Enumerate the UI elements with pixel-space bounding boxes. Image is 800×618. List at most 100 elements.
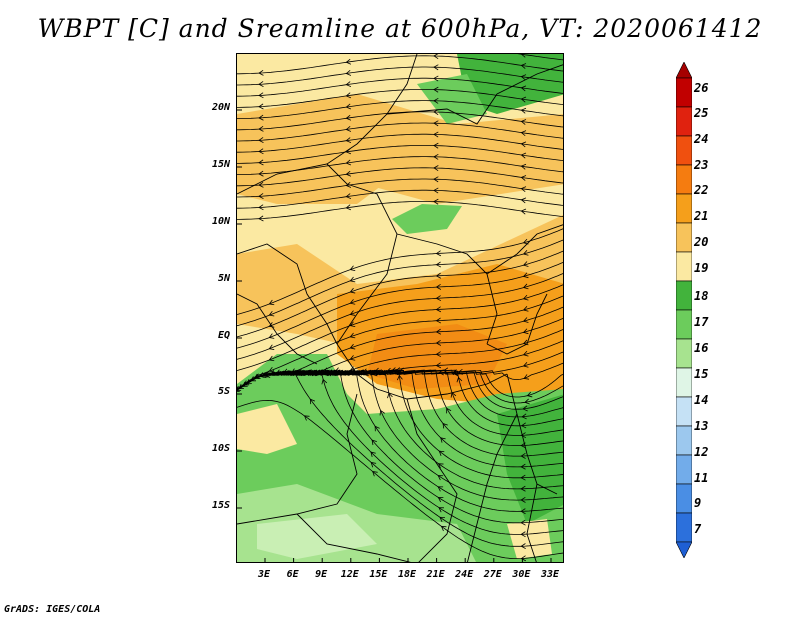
wbpt-region xyxy=(457,54,563,114)
streamline xyxy=(517,54,563,61)
streamline xyxy=(237,89,563,108)
colorbar-swatch xyxy=(676,251,692,282)
streamline xyxy=(237,250,563,338)
colorbar-swatch xyxy=(676,135,692,166)
lon-label-30E: 30E xyxy=(512,569,531,580)
streamline xyxy=(237,284,563,371)
country-border xyxy=(237,243,338,345)
streamline xyxy=(237,189,563,209)
colorbar-swatch xyxy=(676,222,692,253)
colorbar-swatch xyxy=(676,483,692,514)
wbpt-region xyxy=(497,394,563,524)
colorbar-swatch xyxy=(676,338,692,369)
colorbar-label: 14 xyxy=(694,393,709,407)
shaded-wbpt-layer xyxy=(237,54,563,562)
lon-label-9E: 9E xyxy=(315,569,328,580)
wbpt-region xyxy=(237,134,397,204)
country-border xyxy=(396,233,498,345)
grads-footer: GrADS: IGES/COLA xyxy=(4,604,101,615)
wbpt-region xyxy=(237,404,297,454)
wbpt-field xyxy=(237,54,563,562)
wbpt-region xyxy=(392,204,462,234)
streamline xyxy=(237,201,563,220)
streamline xyxy=(237,228,563,315)
lat-label-5N: 5N xyxy=(217,273,230,284)
country-border xyxy=(296,513,411,562)
colorbar-label: 18 xyxy=(694,289,709,303)
streamline xyxy=(237,370,563,524)
lat-label-10N: 10N xyxy=(211,216,230,227)
streamline xyxy=(237,261,563,349)
lon-label-21E: 21E xyxy=(426,569,445,580)
colorbar-swatch xyxy=(676,106,692,137)
colorbar-swatch xyxy=(676,280,692,311)
colorbar-swatch xyxy=(676,193,692,224)
streamline xyxy=(237,369,563,468)
map-panel xyxy=(236,53,564,563)
country-border xyxy=(467,413,518,562)
streamline xyxy=(237,133,563,153)
colorbar-label: 7 xyxy=(694,522,702,536)
country-border xyxy=(486,293,548,355)
streamline xyxy=(237,167,563,187)
colorbar-label: 24 xyxy=(694,132,709,146)
streamline xyxy=(237,145,563,164)
colorbar-label: 21 xyxy=(694,209,709,223)
lon-label-15E: 15E xyxy=(369,569,388,580)
map-title: WBPT [C] and Sreamline at 600hPa, VT: 20… xyxy=(37,14,763,43)
streamline xyxy=(237,122,563,142)
lat-label-5S: 5S xyxy=(217,386,230,397)
wbpt-region xyxy=(237,94,563,204)
colorbar-label: 20 xyxy=(694,235,709,249)
lon-label-6E: 6E xyxy=(286,569,299,580)
axis-ticks xyxy=(237,109,552,562)
colorbar-top-arrow xyxy=(676,62,692,79)
lon-label-27E: 27E xyxy=(483,569,502,580)
streamline xyxy=(237,370,563,535)
streamline xyxy=(237,399,563,559)
streamline-arrow xyxy=(237,386,240,392)
streamline xyxy=(237,178,563,198)
colorbar-swatch xyxy=(676,454,692,485)
country-border xyxy=(237,293,318,365)
wbpt-region xyxy=(417,74,487,124)
lon-label-33E: 33E xyxy=(540,569,560,580)
colorbar-bottom-arrow xyxy=(676,541,692,558)
streamline xyxy=(237,239,563,327)
colorbar-label: 23 xyxy=(694,158,709,172)
colorbar-label: 19 xyxy=(694,261,709,275)
colorbar-swatch xyxy=(676,309,692,340)
colorbar-label: 15 xyxy=(694,367,709,381)
colorbar-swatch xyxy=(676,77,692,108)
colorbar-label: 22 xyxy=(694,183,709,197)
colorbar-label: 11 xyxy=(694,471,709,485)
streamline-arrow xyxy=(237,385,242,391)
streamline xyxy=(237,55,563,75)
streamline xyxy=(237,66,563,86)
country-border xyxy=(237,54,418,195)
colorbar-label: 17 xyxy=(694,315,709,329)
streamline xyxy=(237,77,563,97)
lat-label-15S: 15S xyxy=(211,500,230,511)
streamline xyxy=(237,295,563,390)
streamlines xyxy=(237,54,563,562)
streamline xyxy=(237,111,563,131)
streamline xyxy=(237,273,563,360)
lat-label-10S: 10S xyxy=(211,443,230,454)
colorbar-swatch xyxy=(676,512,692,543)
colorbar-swatch xyxy=(676,164,692,195)
lon-label-24E: 24E xyxy=(455,569,474,580)
lat-label-15N: 15N xyxy=(211,159,230,170)
streamline xyxy=(237,156,563,175)
streamline xyxy=(237,369,563,490)
streamline xyxy=(237,100,563,119)
colorbar-label: 13 xyxy=(694,419,709,433)
lat-label-20N: 20N xyxy=(211,102,230,113)
colorbar-label: 25 xyxy=(694,106,709,120)
lat-label-EQ: EQ xyxy=(217,330,230,341)
streamline xyxy=(237,371,563,547)
country-border xyxy=(406,398,458,562)
colorbar-label: 9 xyxy=(694,496,702,510)
colorbar-swatch xyxy=(676,367,692,398)
colorbar-label: 16 xyxy=(694,341,709,355)
